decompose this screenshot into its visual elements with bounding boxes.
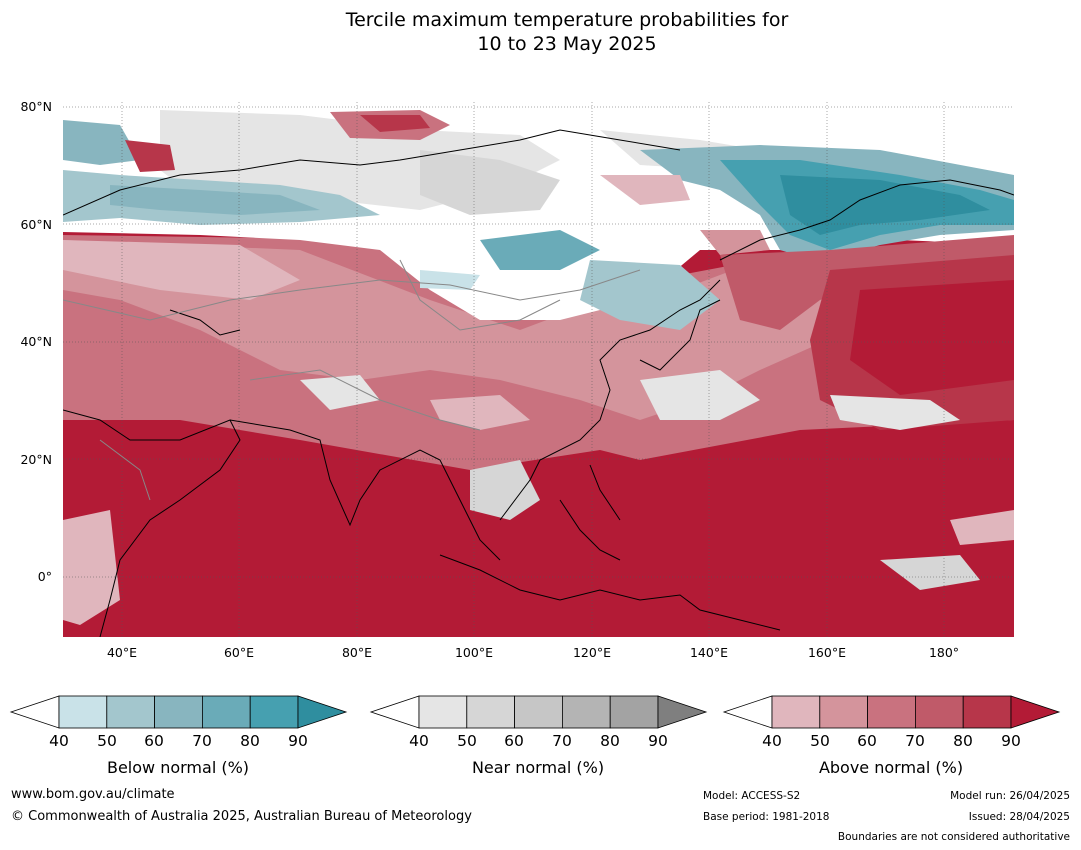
probability-map [63, 102, 1014, 637]
colorbars [9, 695, 1061, 729]
lon-label-100e: 100°E [454, 645, 493, 660]
model-run: Model run: 26/04/2025 [950, 790, 1070, 802]
above-colorbar-min-arrow [722, 695, 773, 729]
above-tick-80: 80 [953, 732, 973, 750]
coastlines [63, 129, 1014, 637]
above-colorbar-segment [771, 695, 821, 729]
lon-label-160e: 160°E [807, 645, 846, 660]
below-tick-90: 90 [288, 732, 308, 750]
near-colorbar-segment [562, 695, 611, 729]
near-tick-80: 80 [600, 732, 620, 750]
near-tick-40: 40 [409, 732, 429, 750]
above-tick-50: 50 [810, 732, 830, 750]
above-colorbar-segment [867, 695, 916, 729]
above-tick-70: 70 [905, 732, 925, 750]
below-colorbar-segment [201, 695, 251, 729]
below-colorbar-segment [154, 695, 203, 729]
lon-label-180: 180° [928, 645, 960, 660]
above-colorbar-max-arrow [1010, 695, 1061, 729]
copyright-text: © Commonwealth of Australia 2025, Austra… [11, 809, 472, 824]
near-tick-90: 90 [648, 732, 668, 750]
website-link[interactable]: www.bom.gov.au/climate [11, 787, 175, 802]
lon-label-140e: 140°E [689, 645, 728, 660]
near-tick-60: 60 [504, 732, 524, 750]
near-colorbar-segment [514, 695, 563, 729]
lon-label-80e: 80°E [341, 645, 373, 660]
above-normal-label: Above normal (%) [818, 758, 964, 777]
above-colorbar-segment [915, 695, 964, 729]
lat-label-40n: 40°N [20, 334, 52, 349]
below-colorbar-min-arrow [9, 695, 60, 729]
near-colorbar-min-arrow [369, 695, 420, 729]
lon-label-120e: 120°E [572, 645, 611, 660]
above-tick-60: 60 [857, 732, 877, 750]
above-colorbar-segment [962, 695, 1012, 729]
near-colorbar-segment [466, 695, 515, 729]
lat-label-0: 0° [37, 569, 52, 584]
lat-label-80n: 80°N [20, 99, 52, 114]
lon-label-60e: 60°E [223, 645, 255, 660]
below-colorbar-segment [58, 695, 108, 729]
issued-date: Issued: 28/04/2025 [968, 811, 1070, 823]
below-colorbar-max-arrow [297, 695, 348, 729]
below-tick-80: 80 [240, 732, 260, 750]
boundaries-disclaimer: Boundaries are not considered authoritat… [837, 831, 1070, 843]
above-colorbar-segment [819, 695, 868, 729]
above-tick-90: 90 [1001, 732, 1021, 750]
below-tick-70: 70 [192, 732, 212, 750]
base-period: Base period: 1981-2018 [703, 811, 830, 823]
gridlines [63, 102, 1014, 637]
below-tick-40: 40 [49, 732, 69, 750]
title-line-2: 10 to 23 May 2025 [477, 33, 657, 55]
below-tick-50: 50 [97, 732, 117, 750]
near-colorbar-max-arrow [657, 695, 708, 729]
lon-label-40e: 40°E [106, 645, 138, 660]
title-line-1: Tercile maximum temperature probabilitie… [345, 9, 789, 31]
lat-label-60n: 60°N [20, 217, 52, 232]
above-tick-40: 40 [762, 732, 782, 750]
near-tick-50: 50 [457, 732, 477, 750]
below-normal-label: Below normal (%) [106, 758, 250, 777]
near-normal-label: Near normal (%) [471, 758, 605, 777]
near-colorbar-segment [609, 695, 659, 729]
below-colorbar-segment [249, 695, 299, 729]
lat-label-20n: 20°N [20, 452, 52, 467]
chart-title: Tercile maximum temperature probabilitie… [0, 8, 1081, 56]
near-tick-70: 70 [552, 732, 572, 750]
model-name: Model: ACCESS-S2 [703, 790, 801, 802]
below-colorbar-segment [106, 695, 156, 729]
map-field [63, 102, 1014, 637]
country-boundaries [63, 259, 641, 501]
near-colorbar-segment [418, 695, 468, 729]
below-tick-60: 60 [144, 732, 164, 750]
